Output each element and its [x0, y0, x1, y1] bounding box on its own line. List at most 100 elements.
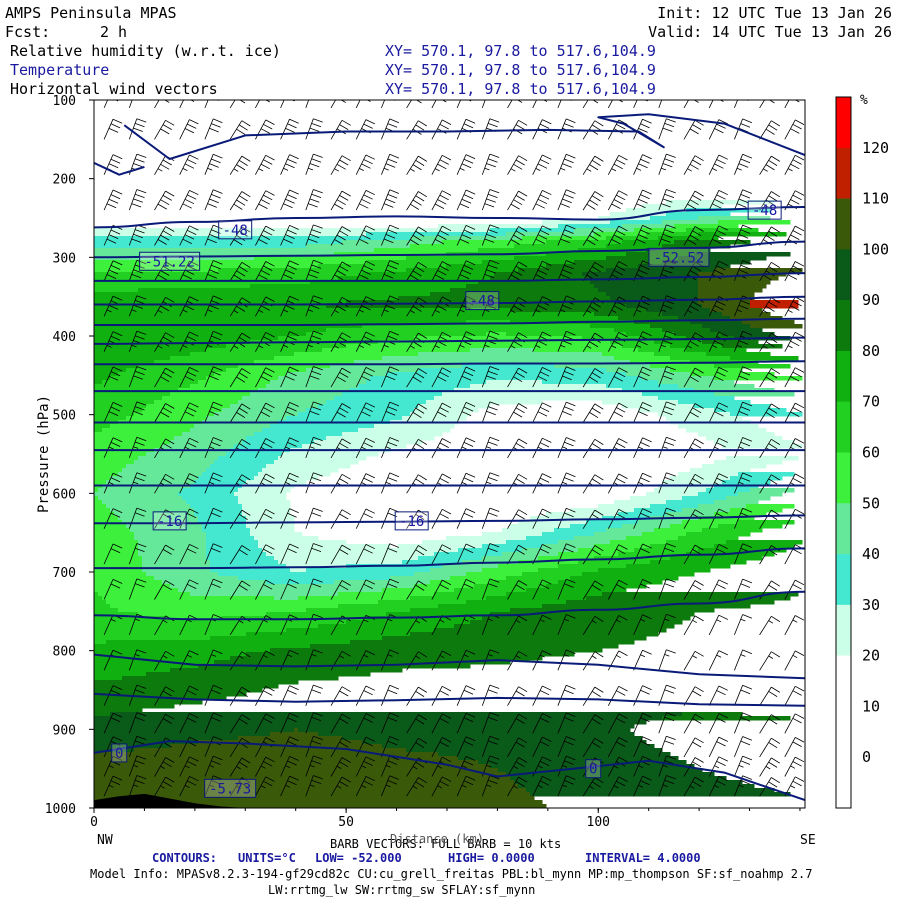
wind-barb	[759, 100, 775, 109]
wind-barb	[507, 155, 528, 175]
rh-cell	[238, 364, 331, 369]
rh-cell	[138, 540, 207, 545]
wind-barb	[280, 225, 299, 246]
rh-cell	[698, 292, 755, 297]
rh-cell	[622, 404, 695, 409]
rh-cell	[678, 400, 751, 405]
rh-cell	[126, 368, 227, 373]
rh-cell	[254, 360, 355, 365]
wind-barb	[280, 736, 299, 758]
wind-barb	[633, 736, 652, 758]
rh-cell	[634, 320, 691, 325]
wind-barb	[557, 366, 576, 388]
wind-barb	[658, 189, 676, 211]
rh-cell	[142, 568, 211, 573]
wind-barb	[734, 755, 753, 777]
rh-cell	[534, 348, 639, 353]
rh-cell	[334, 580, 431, 585]
rh-cell	[98, 488, 183, 493]
contour-label: -51.22	[144, 254, 195, 270]
wind-barb	[103, 154, 123, 175]
rh-cell	[506, 332, 627, 337]
wind-barb	[305, 775, 323, 797]
wind-barb	[481, 543, 500, 565]
wind-barb	[759, 120, 781, 140]
rh-cell	[94, 236, 411, 241]
rh-cell	[578, 548, 635, 553]
wind-barb	[532, 713, 552, 734]
wind-barb	[330, 367, 351, 388]
wind-barb	[154, 713, 175, 734]
rh-cell	[602, 352, 655, 357]
wind-barb	[557, 755, 576, 777]
rh-cell	[542, 380, 659, 385]
rh-cell	[702, 528, 763, 533]
wind-barb	[406, 368, 428, 388]
wind-barb	[633, 472, 652, 494]
colorbar-label: 120	[862, 139, 889, 157]
wind-barb	[582, 615, 604, 636]
wind-barb	[456, 579, 476, 600]
rh-cell	[362, 324, 591, 329]
rh-cell	[390, 576, 451, 581]
rh-cell	[646, 232, 699, 237]
wind-barb	[255, 438, 275, 459]
rh-cell	[402, 560, 463, 565]
rh-cell	[142, 564, 211, 569]
rh-cell	[238, 736, 343, 741]
rh-cell	[554, 364, 651, 369]
wind-barb	[204, 755, 223, 777]
wind-barb	[507, 403, 528, 423]
rh-cell	[346, 620, 471, 625]
rh-cell	[94, 496, 99, 501]
rh-cell	[582, 572, 695, 577]
colorbar-label: 80	[862, 342, 880, 360]
rh-cell	[262, 428, 359, 433]
rh-cell	[410, 608, 511, 613]
wind-barb	[330, 757, 351, 777]
rh-cell	[478, 248, 579, 253]
colorbar-label: 40	[862, 545, 880, 563]
wind-barb	[179, 225, 199, 246]
rh-cell	[102, 500, 187, 505]
rh-cell	[182, 496, 239, 501]
rh-cell	[710, 308, 763, 313]
wind-barb	[784, 190, 805, 211]
rh-cell	[242, 512, 291, 517]
rh-cell	[382, 588, 455, 593]
rh-cell	[94, 536, 135, 541]
rh-cell	[210, 560, 279, 565]
rh-cell	[94, 404, 147, 409]
wind-barb	[633, 712, 652, 734]
rh-cell	[94, 364, 139, 369]
wind-barb	[103, 100, 119, 109]
wind-barb	[179, 402, 199, 423]
rh-cell	[626, 332, 675, 337]
isotherm	[94, 653, 805, 680]
wind-barb	[784, 756, 805, 777]
rh-cell	[694, 404, 771, 409]
rh-cell	[686, 532, 751, 537]
isotherm	[94, 547, 805, 570]
rh-cell	[122, 676, 339, 681]
colorbar-swatch	[836, 604, 851, 656]
wind-barb	[784, 402, 805, 423]
rh-cell	[94, 472, 119, 477]
rh-cell	[94, 396, 163, 401]
rh-cell	[94, 612, 139, 617]
wind-barb	[532, 776, 552, 797]
wind-barb	[582, 368, 604, 388]
wind-barb	[658, 100, 673, 109]
rh-cell	[94, 684, 279, 689]
contours-interval: INTERVAL= 4.0000	[585, 851, 701, 865]
colorbar-label: 20	[862, 647, 880, 665]
rh-cell	[358, 384, 471, 389]
rh-cell	[118, 516, 199, 521]
wind-barb	[759, 332, 781, 352]
wind-barb	[255, 713, 275, 734]
wind-barbs	[103, 100, 805, 797]
rh-cell	[94, 756, 459, 761]
wind-barb	[658, 735, 676, 758]
wind-barb	[759, 686, 781, 706]
rh-cell	[338, 604, 439, 609]
